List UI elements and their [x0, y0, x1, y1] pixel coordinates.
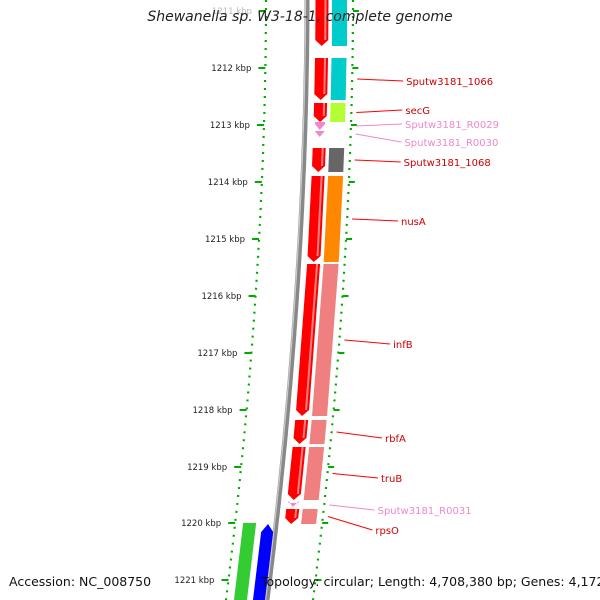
accession-label: Accession: — [9, 574, 76, 589]
gene-labels: Sputw3181_1066 secG Sputw3181_R0029 Sputw31… — [327, 77, 499, 537]
tick-label: 1218 kbp — [193, 406, 233, 416]
cog-bar-Sputw3181_1066 — [330, 58, 347, 100]
cog-bar-rpsO — [301, 509, 318, 524]
tick-label: 1221 kbp — [174, 576, 214, 586]
gene-arrow-green — [233, 523, 257, 600]
gene-arrow-rpsO-shine — [294, 508, 298, 519]
genes-value: 4,172 — [568, 574, 600, 589]
tick-label: 1216 kbp — [201, 292, 241, 302]
gene-arrow-Sputw3181_1068-shine — [321, 147, 324, 167]
gene-arrows — [233, 0, 329, 600]
cog-bar-secG — [330, 103, 346, 122]
gene-arrow-Sputw3181_1066 — [314, 58, 329, 100]
leader-Sputw3181_R0029 — [355, 123, 403, 127]
gene-arrow-truB-shine — [296, 446, 304, 495]
genome-backbone — [264, 0, 310, 600]
gene-arrow-secG — [313, 103, 328, 122]
gene-label-Sputw3181_R0031[interactable]: Sputw3181_R0031 — [378, 506, 472, 517]
gene-arrow-Sputw3181_R0029 — [314, 122, 326, 130]
cog-bar-nusA — [323, 176, 344, 262]
leader-Sputw3181_1066 — [357, 78, 404, 82]
gene-arrow-nusA — [307, 176, 325, 262]
gene-label-Sputw3181_R0030[interactable]: Sputw3181_R0030 — [404, 138, 498, 149]
genes-label: Genes: — [520, 574, 565, 589]
gene-arrow-Sputw3181_1066-shine — [323, 57, 327, 95]
length-value: 4,708,380 bp — [429, 574, 513, 589]
cog-bar-truB — [303, 447, 325, 500]
tick-label: 1211 kbp — [212, 7, 252, 17]
tick-ring: 1211 kbp 1212 kbp 1213 kbp 1214 kbp 1215 kbp… — [174, 0, 359, 600]
gene-label-infB[interactable]: infB — [393, 340, 413, 351]
backbone-highlight — [264, 0, 307, 600]
gene-label-Sputw3181_1066[interactable]: Sputw3181_1066 — [406, 77, 493, 88]
gene-label-rpsO[interactable]: rpsO — [375, 526, 399, 537]
tick-label: 1215 kbp — [205, 235, 245, 245]
accession-value: NC_008750 — [79, 574, 152, 589]
gene-label-Sputw3181_1068[interactable]: Sputw3181_1068 — [404, 158, 491, 169]
leader-secG — [356, 109, 403, 113]
leader-truB — [332, 473, 379, 479]
gene-arrow-truB — [287, 447, 306, 500]
gene-arrow-blue — [252, 524, 274, 600]
cog-bar-infB — [312, 264, 339, 416]
gene-arrow-Sputw3181_1068 — [312, 148, 326, 172]
gene-label-nusA[interactable]: nusA — [401, 217, 426, 228]
cog-class-bars — [301, 0, 347, 524]
gene-label-rbfA[interactable]: rbfA — [385, 434, 406, 445]
tick-label: 1213 kbp — [210, 121, 250, 131]
backbone-line — [264, 0, 310, 600]
map-title: Shewanella sp. W3-18-1, complete genome — [147, 9, 453, 25]
gene-arrow-nusA-shine — [316, 175, 323, 257]
leader-Sputw3181_1068 — [354, 159, 401, 163]
cog-bar-Sputw3181_1068 — [328, 148, 345, 172]
topology-label: Topology: — [261, 574, 320, 589]
tick-label: 1219 kbp — [187, 463, 227, 473]
leader-rpsO — [327, 516, 373, 531]
gene-label-truB[interactable]: truB — [381, 474, 402, 485]
topology-value: circular — [323, 574, 370, 589]
tick-label: 1220 kbp — [181, 519, 221, 529]
leader-rbfA — [336, 431, 383, 439]
gene-arrow-rpsO — [285, 509, 300, 524]
tick-label: 1214 kbp — [208, 178, 248, 188]
gene-arrow-rbfA-shine — [302, 419, 307, 439]
gene-arrow-Sputw3181_R0030 — [314, 131, 325, 137]
gene-arrow-infB-shine — [305, 263, 319, 411]
leader-Sputw3181_R0030 — [355, 133, 402, 143]
gene-label-secG[interactable]: secG — [405, 106, 430, 117]
gene-arrow-Sputw3181_R0031 — [288, 501, 299, 507]
accession-footer: Accession: NC_008750 — [9, 574, 151, 589]
leader-Sputw3181_R0031 — [329, 504, 375, 511]
leader-nusA — [352, 218, 399, 222]
topology-footer: Topology: circular; Length: 4,708,380 bp… — [261, 574, 600, 589]
length-label: Length: — [377, 574, 426, 589]
leader-infB — [344, 339, 391, 345]
cog-bar-rbfA — [309, 420, 327, 444]
tick-label: 1217 kbp — [197, 349, 237, 359]
gene-label-Sputw3181_R0029[interactable]: Sputw3181_R0029 — [405, 120, 499, 131]
cog-bar-partial — [332, 0, 347, 46]
gene-arrow-rbfA — [293, 420, 309, 444]
tick-label: 1212 kbp — [211, 64, 251, 74]
